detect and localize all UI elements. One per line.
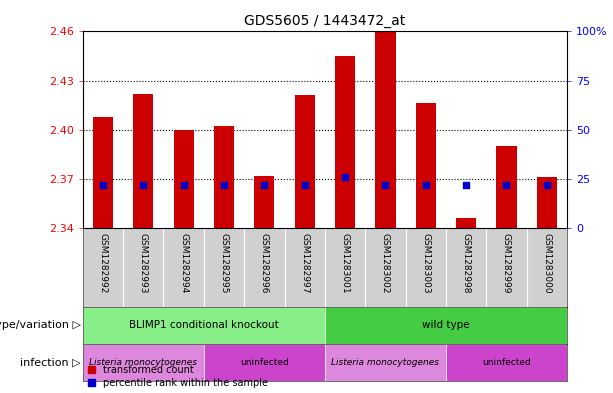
Bar — [93, 117, 113, 228]
Point — [300, 182, 310, 188]
Bar — [173, 130, 194, 228]
Text: uninfected: uninfected — [240, 358, 289, 367]
Bar — [83, 344, 204, 381]
Text: Listeria monocytogenes: Listeria monocytogenes — [332, 358, 440, 367]
Bar — [497, 146, 517, 228]
Bar — [204, 344, 325, 381]
Text: genotype/variation ▷: genotype/variation ▷ — [0, 320, 81, 330]
Bar — [133, 94, 153, 228]
Text: BLIMP1 conditional knockout: BLIMP1 conditional knockout — [129, 320, 279, 330]
Point — [219, 182, 229, 188]
Text: GSM1283003: GSM1283003 — [421, 233, 430, 293]
Point — [259, 182, 269, 188]
Bar — [446, 344, 567, 381]
Text: GSM1282992: GSM1282992 — [99, 233, 107, 293]
Text: GSM1282997: GSM1282997 — [300, 233, 309, 293]
Title: GDS5605 / 1443472_at: GDS5605 / 1443472_at — [244, 14, 406, 28]
Point — [461, 182, 471, 188]
Point — [421, 182, 431, 188]
Bar — [254, 176, 275, 228]
Bar — [214, 127, 234, 228]
Bar — [83, 307, 325, 344]
Bar — [325, 344, 446, 381]
Bar — [335, 56, 355, 228]
Point — [501, 182, 511, 188]
Text: GSM1282996: GSM1282996 — [260, 233, 269, 293]
Bar — [537, 177, 557, 228]
Legend: transformed count, percentile rank within the sample: transformed count, percentile rank withi… — [88, 365, 268, 388]
Bar — [375, 28, 395, 228]
Bar — [416, 103, 436, 228]
Point — [340, 174, 350, 180]
Point — [98, 182, 108, 188]
Bar — [456, 218, 476, 228]
Bar — [295, 95, 315, 228]
Point — [542, 182, 552, 188]
Bar — [325, 307, 567, 344]
Text: uninfected: uninfected — [482, 358, 531, 367]
Text: GSM1283001: GSM1283001 — [341, 233, 349, 293]
Point — [179, 182, 189, 188]
Text: wild type: wild type — [422, 320, 470, 330]
Text: GSM1283002: GSM1283002 — [381, 233, 390, 293]
Text: GSM1282993: GSM1282993 — [139, 233, 148, 293]
Text: GSM1282994: GSM1282994 — [179, 233, 188, 293]
Text: GSM1282999: GSM1282999 — [502, 233, 511, 293]
Text: GSM1282998: GSM1282998 — [462, 233, 471, 293]
Text: infection ▷: infection ▷ — [20, 358, 81, 367]
Text: GSM1283000: GSM1283000 — [543, 233, 551, 293]
Point — [381, 182, 390, 188]
Point — [139, 182, 148, 188]
Text: GSM1282995: GSM1282995 — [219, 233, 229, 293]
Text: Listeria monocytogenes: Listeria monocytogenes — [89, 358, 197, 367]
